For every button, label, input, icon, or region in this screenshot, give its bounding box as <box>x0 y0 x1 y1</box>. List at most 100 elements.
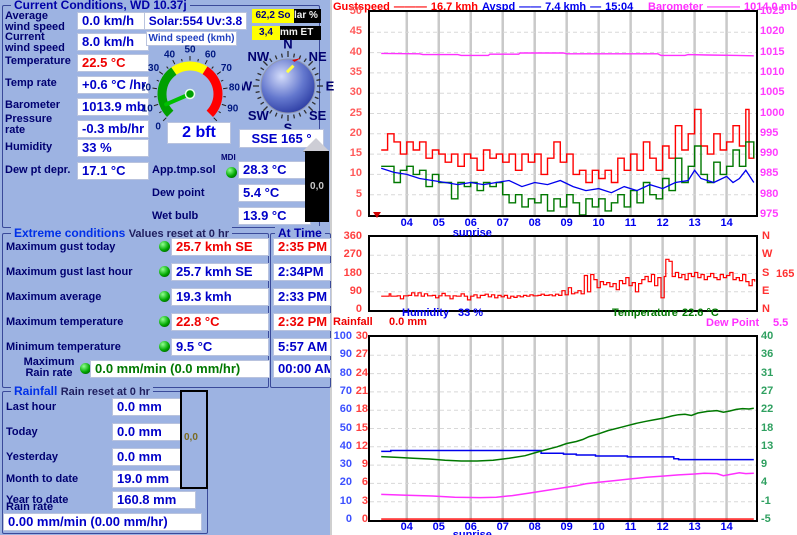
x-tick-label: 07 <box>496 217 509 229</box>
axis-tick-label: 0 <box>355 208 362 220</box>
axis-tick-label: 30 <box>349 86 362 99</box>
svg-text:20: 20 <box>142 82 152 93</box>
field-value: 28.3 °C <box>238 161 311 179</box>
axis-tick-label: 18 <box>355 403 368 416</box>
et-bar: 3,4 mm ET <box>252 26 321 40</box>
x-tick-label: 10 <box>592 521 605 533</box>
axis-tick-label: E <box>762 284 770 297</box>
field-value: 8.0 km/h <box>77 33 149 51</box>
axis-tick-label: N <box>762 303 770 315</box>
field-value: 0.0 km/h <box>77 12 149 30</box>
wind-direction-readout: SSE 165 ° <box>239 129 324 148</box>
status-led <box>159 241 170 252</box>
x-tick-label: 10 <box>592 217 605 229</box>
rainfall-title: Rainfall <box>14 384 58 398</box>
axis-tick-label: 6 <box>361 476 368 489</box>
axis-tick-label: 31 <box>761 366 774 379</box>
sunrise-label: sunrise <box>452 227 492 239</box>
x-tick-label: 05 <box>432 521 445 533</box>
axis-tick-label: 995 <box>760 126 779 139</box>
sunrise-label: sunrise <box>452 529 492 535</box>
svg-text:40: 40 <box>164 49 176 60</box>
x-tick-label: 05 <box>432 217 445 229</box>
rain-gauge-spinner[interactable] <box>303 138 329 151</box>
extreme-value: 9.5 °C <box>171 338 269 356</box>
extreme-value: 25.7 kmh SE <box>171 238 269 256</box>
extreme-time: 2:32 PM <box>273 313 331 331</box>
axis-tick-label: 90 <box>339 348 352 361</box>
extreme-value: 25.7 kmh SE <box>171 263 269 281</box>
extreme-label: Maximum temperature <box>6 316 124 328</box>
field-value: 17.1 °C <box>77 162 149 180</box>
axis-tick-label: 70 <box>339 384 352 397</box>
axis-tick-label: 0 <box>361 513 368 525</box>
x-tick-label: 08 <box>528 521 541 533</box>
axis-tick-label: 3 <box>361 494 368 507</box>
rain-rate-label: Rain rate <box>6 501 54 513</box>
dewpoint-legend-label: Dew Point <box>706 317 760 329</box>
axis-tick-label: 990 <box>760 147 779 160</box>
axis-tick-label: 270 <box>343 248 362 261</box>
axis-tick-label: 10 <box>349 167 362 180</box>
x-tick-label: 07 <box>496 521 509 533</box>
axis-tick-label: 36 <box>761 348 774 361</box>
wind-direction-chart <box>368 235 758 312</box>
solar-percent-label: lar % <box>294 9 321 23</box>
axis-tick-label: 9 <box>761 458 768 471</box>
axis-tick-label: 27 <box>761 384 774 397</box>
axis-tick-label: 15 <box>349 147 362 160</box>
axis-tick-label: 24 <box>355 366 368 379</box>
humidity-legend-label: Humidity <box>402 307 450 319</box>
rainfall-legend-value: 0.0 mm <box>389 316 427 328</box>
x-tick-label: 11 <box>624 217 637 229</box>
rainfall-label: Last hour <box>6 401 57 413</box>
svg-text:S: S <box>284 121 293 133</box>
field-label: Barometer <box>5 99 61 111</box>
solar-uv-readout: Solar:554 Uv:3.8 <box>144 12 247 30</box>
temperature-legend-label: Temperature <box>612 307 678 319</box>
dew-point-series <box>381 472 754 499</box>
axis-tick-label: 15 <box>355 421 368 434</box>
rainfall-label: Year to date <box>6 494 69 506</box>
axis-tick-label: 18 <box>761 421 774 434</box>
x-tick-label: 06 <box>464 217 477 229</box>
et-label: mm ET <box>280 26 321 40</box>
field-label: Pressure rate <box>5 113 53 136</box>
barometer-series <box>381 52 754 57</box>
x-tick-label: 12 <box>656 521 669 533</box>
svg-text:E: E <box>326 79 334 94</box>
extreme-value: 22.8 °C <box>171 313 269 331</box>
axis-tick-label: 80 <box>339 366 352 379</box>
x-tick-label: 11 <box>624 521 637 533</box>
axis-tick-label: 1015 <box>760 45 785 58</box>
rain-history-value: 0,0 <box>184 432 198 443</box>
rain-history-box: 0,0 <box>180 390 208 489</box>
mdi-label: MDI <box>221 153 236 162</box>
current-conditions-title: Current Conditions, WD 10.37j <box>11 0 190 12</box>
field-label: Humidity <box>5 141 53 153</box>
extreme-label: Maximum gust today <box>6 241 116 253</box>
x-tick-label: 08 <box>528 217 541 229</box>
current-direction-label: 165 <box>776 268 795 281</box>
x-tick-label: 06 <box>464 521 477 533</box>
beaufort-readout: 2 bft <box>167 122 231 144</box>
extreme-time: 2:33 PM <box>273 288 331 306</box>
rainfall-value: 0.0 mm <box>112 398 182 416</box>
svg-text:SE: SE <box>309 108 327 123</box>
rainfall-subtitle: Rain reset at 0 hr <box>60 386 150 398</box>
rainfall-panel: Rainfall Rain reset at 0 hr <box>2 384 208 534</box>
axis-tick-label: 0 <box>345 513 352 525</box>
x-tick-label: 04 <box>400 521 413 533</box>
axis-tick-label: 30 <box>355 330 368 342</box>
field-value: 33 % <box>77 139 149 157</box>
axis-tick-label: 40 <box>339 439 352 452</box>
axis-tick-label: 100 <box>333 330 352 342</box>
axis-tick-label: 980 <box>760 187 779 200</box>
axis-tick-label: 90 <box>349 284 362 297</box>
temp-humidity-dew-chart <box>368 335 758 522</box>
svg-text:SW: SW <box>248 108 270 123</box>
status-led <box>159 316 170 327</box>
status-led <box>80 363 91 374</box>
axis-tick-label: 360 <box>343 230 362 242</box>
